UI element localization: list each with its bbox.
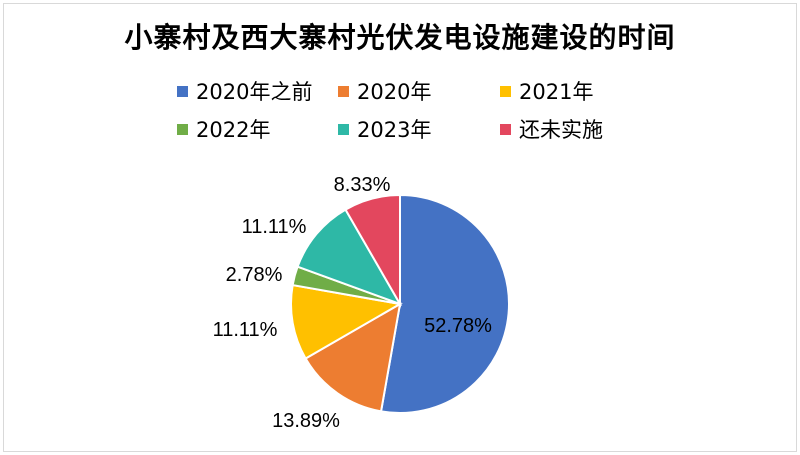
legend-item-3: 2022年 (177, 115, 270, 143)
legend-label-4: 2023年 (357, 118, 432, 142)
legend-label-3: 2022年 (196, 118, 271, 142)
legend-item-0: 2020年之前 (177, 77, 312, 105)
data-label-0: 52.78% (424, 315, 492, 337)
legend-item-5: 还未实施 (500, 115, 603, 143)
legend-swatch-1 (338, 85, 349, 97)
pie-data-labels: 52.78% 13.89% 11.11% 2.78% 11.11% 8.33% (213, 174, 493, 432)
chart-title: 小寨村及西大寨村光伏发电设施建设的时间 (124, 21, 676, 54)
pie-slice-1 (304, 302, 402, 413)
pie-slice-0 (379, 193, 510, 414)
data-label-2: 11.11% (213, 319, 278, 341)
legend-item-2: 2021年 (500, 77, 593, 105)
legend-label-2: 2021年 (519, 80, 594, 104)
pie-slices (290, 193, 510, 414)
legend-item-4: 2023年 (338, 115, 431, 143)
legend-swatch-3 (177, 123, 188, 135)
data-label-5: 8.33% (334, 174, 391, 196)
pie-slice-5 (344, 193, 401, 308)
legend-label-5: 还未实施 (519, 118, 603, 142)
data-label-4: 11.11% (242, 216, 307, 238)
legend-item-1: 2020年 (338, 77, 431, 105)
pie-slice-2 (290, 283, 403, 360)
legend-label-1: 2020年 (357, 80, 432, 104)
legend-swatch-5 (500, 123, 511, 135)
data-label-1: 13.89% (272, 410, 340, 432)
pie-slice-4 (296, 208, 403, 306)
legend-swatch-4 (338, 123, 349, 135)
data-label-3: 2.78% (226, 264, 283, 286)
legend-label-0: 2020年之前 (196, 80, 313, 104)
legend-swatch-2 (500, 85, 511, 97)
legend-swatch-0 (177, 85, 188, 97)
